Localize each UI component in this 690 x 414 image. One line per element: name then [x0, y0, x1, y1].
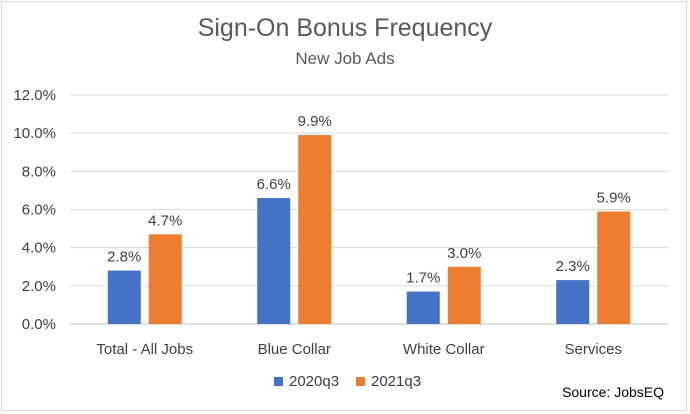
data-label: 2.8%	[107, 249, 141, 266]
y-tick-label: 4.0%	[22, 240, 56, 257]
x-tick-label: Services	[564, 341, 622, 358]
data-label: 1.7%	[406, 270, 440, 287]
bar-2020q3	[107, 270, 141, 324]
y-tick-label: 6.0%	[22, 202, 56, 219]
bar-2021q3	[148, 234, 182, 324]
chart-title: Sign-On Bonus Frequency	[197, 14, 493, 42]
bar-2020q3	[556, 280, 590, 324]
legend: 2020q3 2021q3	[0, 373, 690, 393]
bar-2021q3	[447, 266, 481, 324]
legend-label-2020q3: 2020q3	[289, 373, 340, 390]
data-label: 2.3%	[556, 258, 590, 275]
bar-2021q3	[298, 135, 332, 324]
bar-2020q3	[257, 198, 291, 324]
x-tick-label: White Collar	[403, 341, 485, 358]
legend-label-2021q3: 2021q3	[371, 373, 422, 390]
data-label: 6.6%	[257, 176, 291, 193]
bar-2021q3	[597, 211, 631, 324]
legend-item-2021q3: 2021q3	[356, 373, 421, 390]
data-label: 9.9%	[298, 113, 332, 130]
x-tick-label: Total - All Jobs	[96, 341, 193, 358]
y-tick-label: 10.0%	[13, 125, 56, 142]
y-tick-label: 0.0%	[22, 316, 56, 333]
bar-2020q3	[406, 291, 440, 324]
data-label: 5.9%	[597, 189, 631, 206]
data-label: 4.7%	[148, 212, 182, 229]
x-tick-label: Blue Collar	[258, 341, 331, 358]
y-tick-label: 8.0%	[22, 163, 56, 180]
y-tick-label: 12.0%	[13, 87, 56, 104]
source-note: Source: JobsEQ	[562, 384, 664, 400]
legend-swatch-2020q3	[274, 377, 283, 386]
data-label: 3.0%	[447, 245, 481, 262]
legend-item-2020q3: 2020q3	[274, 373, 339, 390]
y-tick-label: 2.0%	[22, 278, 56, 295]
chart-subtitle: New Job Ads	[295, 49, 395, 68]
legend-swatch-2021q3	[356, 377, 365, 386]
